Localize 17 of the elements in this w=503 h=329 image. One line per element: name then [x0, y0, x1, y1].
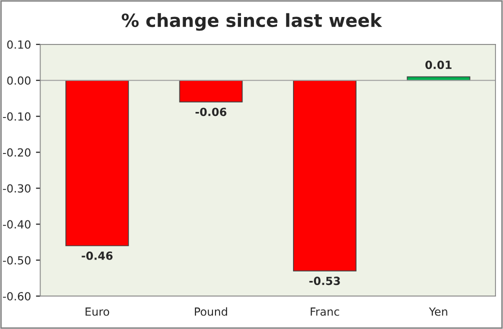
y-tick-label: -0.20: [3, 148, 30, 157]
x-tick-label: Euro: [86, 308, 110, 316]
y-tick-label: -0.40: [3, 220, 30, 229]
chart-title: % change since last week: [122, 13, 382, 31]
data-label: 0.01: [425, 60, 452, 70]
y-tick-label: 0.10: [7, 40, 30, 49]
data-label: -0.46: [82, 252, 113, 260]
x-tick-label: Yen: [428, 308, 448, 316]
y-tick-label: -0.30: [3, 184, 30, 193]
data-label: -0.53: [309, 276, 340, 286]
data-label: -0.06: [196, 108, 226, 116]
y-tick-label: -0.10: [3, 112, 30, 121]
y-tick-label: 0.00: [7, 76, 30, 85]
y-tick-label: -0.50: [3, 256, 30, 265]
x-tick-label: Franc: [310, 308, 340, 316]
y-tick-label: -0.60: [3, 292, 30, 300]
x-tick-label: Pound: [194, 307, 228, 316]
